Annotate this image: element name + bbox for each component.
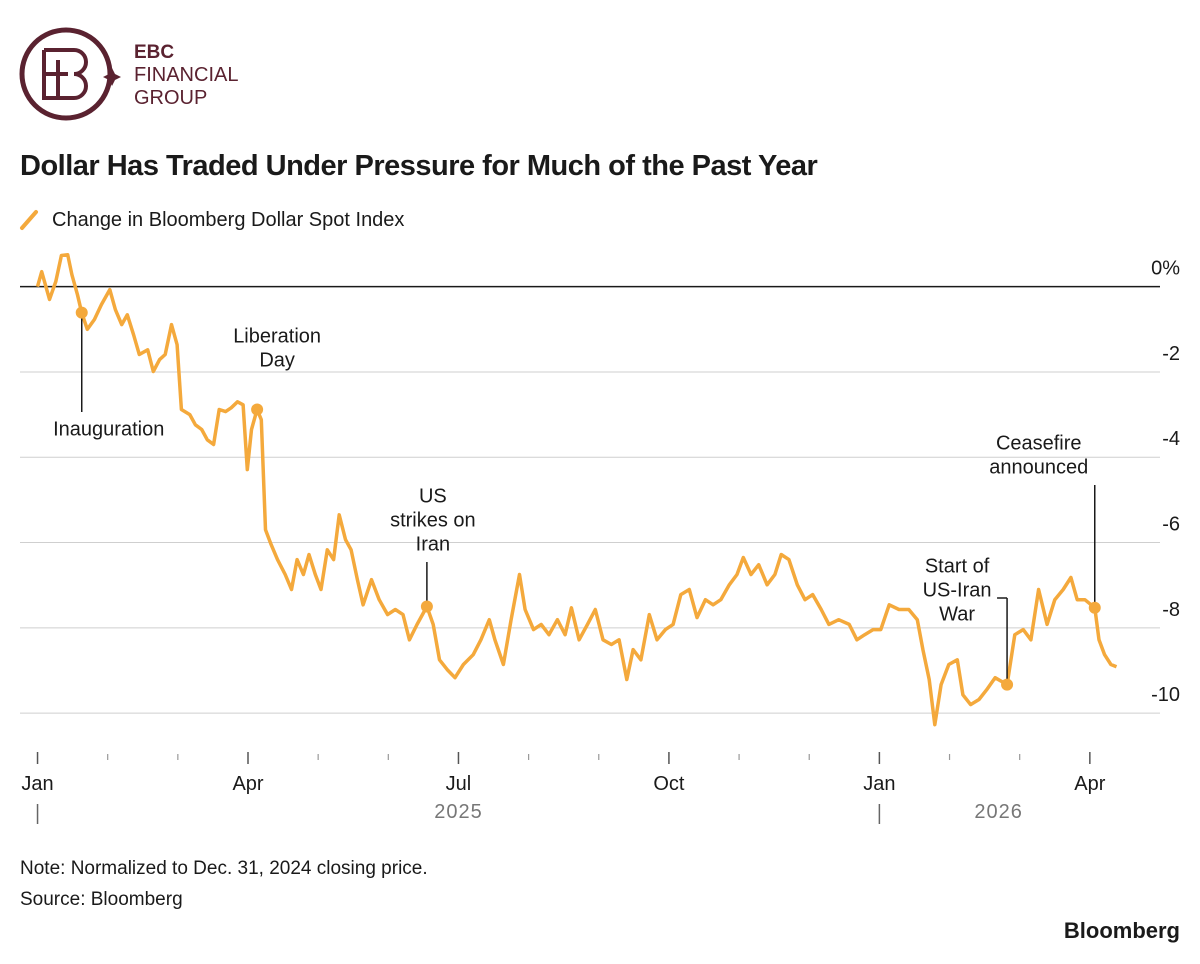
y-tick-label: -10 bbox=[1151, 684, 1180, 706]
y-tick-label: -8 bbox=[1162, 599, 1180, 621]
y-tick-label: 0% bbox=[1151, 258, 1180, 280]
source: Source: Bloomberg bbox=[20, 889, 183, 910]
annotation-point bbox=[1001, 678, 1014, 691]
annotation-label: Iran bbox=[416, 533, 450, 555]
y-tick-label: -6 bbox=[1162, 514, 1180, 536]
logo-star bbox=[103, 68, 121, 86]
note: Note: Normalized to Dec. 31, 2024 closin… bbox=[20, 858, 428, 879]
logo-text: GROUP bbox=[134, 87, 207, 109]
annotation-label: Ceasefire bbox=[996, 432, 1082, 454]
annotation-label: US bbox=[419, 485, 447, 507]
legend-label: Change in Bloomberg Dollar Spot Index bbox=[52, 209, 404, 231]
annotation-point bbox=[1088, 601, 1101, 614]
logo-text: FINANCIAL bbox=[134, 64, 238, 86]
year-label: 2025 bbox=[434, 801, 483, 823]
annotation-label: Day bbox=[259, 349, 295, 371]
x-tick-label: Jan bbox=[863, 773, 895, 795]
annotation-label: War bbox=[939, 603, 975, 625]
annotation-label: strikes on bbox=[390, 509, 476, 531]
annotation-label: Inauguration bbox=[53, 418, 164, 440]
logo: EBC FINANCIAL GROUP bbox=[19, 27, 238, 121]
x-tick-label: Apr bbox=[1074, 773, 1105, 795]
x-tick-label: Oct bbox=[653, 773, 685, 795]
x-tick-label: Apr bbox=[232, 773, 263, 795]
chart-title: Dollar Has Traded Under Pressure for Muc… bbox=[20, 150, 817, 182]
annotation-point bbox=[251, 403, 264, 416]
annotation-label: Start of bbox=[925, 555, 990, 577]
legend-icon bbox=[20, 210, 38, 230]
logo-glyph bbox=[42, 48, 88, 100]
logo-text: EBC bbox=[134, 42, 174, 63]
annotation-label: US-Iran bbox=[923, 579, 992, 601]
brand: Bloomberg bbox=[1064, 918, 1180, 943]
data-line bbox=[35, 252, 1118, 727]
annotation-label: Liberation bbox=[233, 325, 321, 347]
annotation-label: announced bbox=[989, 456, 1088, 478]
y-tick-label: -2 bbox=[1162, 343, 1180, 365]
y-tick-label: -4 bbox=[1162, 428, 1180, 450]
annotation-point bbox=[75, 306, 88, 319]
x-tick-label: Jul bbox=[446, 773, 472, 795]
x-tick-label: Jan bbox=[21, 773, 53, 795]
year-label: 2026 bbox=[974, 801, 1023, 823]
annotation-point bbox=[420, 600, 433, 613]
